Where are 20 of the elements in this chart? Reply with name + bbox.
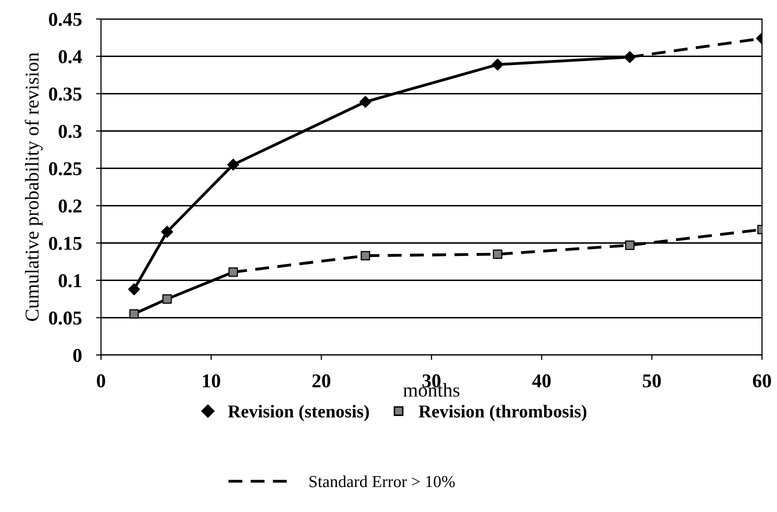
y-tick-label: 0.45 [48, 12, 82, 26]
x-tick-label: 60 [752, 374, 771, 388]
x-tick-label: 40 [532, 374, 551, 388]
legend-label: Revision (stenosis) [228, 404, 369, 422]
y-tick-label: 0.35 [48, 87, 82, 101]
y-tick-label: 0.25 [48, 162, 82, 176]
y-tick-label: 0.1 [58, 274, 82, 288]
y-axis-title: Cumulative probability of revision [24, 52, 43, 321]
x-tick-label: 20 [312, 374, 330, 388]
x-tick-label: 0 [96, 374, 106, 388]
y-tick-label: 0.3 [58, 124, 82, 138]
legend-label: Standard Error > 10% [310, 475, 455, 488]
y-tick-label: 0.4 [58, 50, 82, 64]
y-tick-label: 0.15 [48, 236, 82, 250]
x-tick-label: 10 [203, 374, 220, 388]
y-tick-label: 0.05 [48, 311, 82, 325]
legend-label: Revision (thrombosis) [418, 404, 586, 422]
y-tick-label: 0 [73, 348, 82, 362]
x-tick-label: 50 [642, 374, 661, 388]
y-tick-label: 0.2 [58, 199, 82, 213]
